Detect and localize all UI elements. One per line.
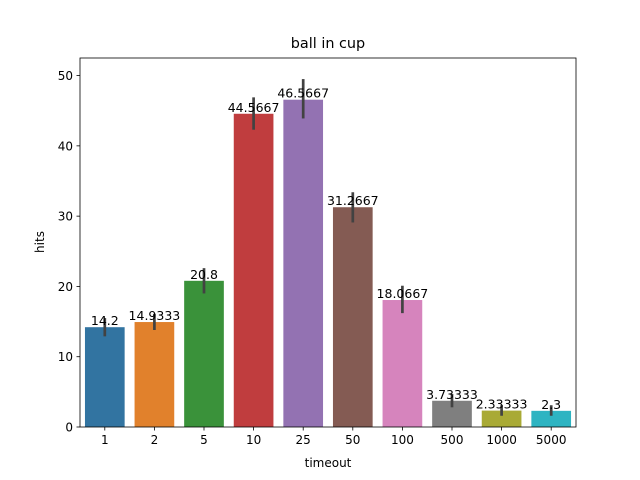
bar-25 xyxy=(283,99,324,427)
bar-1000 xyxy=(481,410,522,427)
y-tick-label-40: 40 xyxy=(58,139,73,153)
x-axis: 1 2 5 10 25 50 100 500 1000 5000 xyxy=(101,427,566,447)
plot-frame xyxy=(79,57,577,428)
data-label-50: 31.2667 xyxy=(327,193,379,208)
y-axis-label: hits xyxy=(33,231,47,253)
data-label-1000: 2.33333 xyxy=(476,397,528,412)
bar-5 xyxy=(184,280,224,427)
data-label-1: 14.2 xyxy=(91,313,119,328)
bars-group xyxy=(84,99,572,427)
bar-1 xyxy=(84,327,125,427)
x-tick-label-1: 1 xyxy=(101,433,109,447)
data-label-100: 18.0667 xyxy=(377,286,429,301)
x-tick-label-100: 100 xyxy=(391,433,414,447)
data-label-5000: 2.3 xyxy=(541,397,561,412)
errorbars-group xyxy=(103,79,553,416)
bar-5000 xyxy=(531,410,572,427)
x-tick-label-5: 5 xyxy=(200,433,208,447)
x-tick-label-25: 25 xyxy=(296,433,311,447)
data-label-25: 46.5667 xyxy=(277,86,329,101)
bar-100 xyxy=(382,300,423,427)
x-tick-label-5000: 5000 xyxy=(536,433,567,447)
x-tick-label-2: 2 xyxy=(151,433,159,447)
y-tick-label-30: 30 xyxy=(58,210,73,224)
bar-50 xyxy=(332,207,373,427)
x-tick-label-1000: 1000 xyxy=(486,433,517,447)
data-label-10: 44.5667 xyxy=(228,100,280,115)
y-tick-label-20: 20 xyxy=(58,280,73,294)
data-label-2: 14.9333 xyxy=(129,308,181,323)
x-axis-label: timeout xyxy=(305,456,352,470)
y-tick-label-0: 0 xyxy=(65,421,73,435)
y-tick-label-10: 10 xyxy=(58,350,73,364)
x-tick-label-500: 500 xyxy=(441,433,464,447)
y-axis: 0 10 20 30 40 50 xyxy=(58,69,80,435)
data-label-5: 20.8 xyxy=(190,267,218,282)
bar-2 xyxy=(134,322,175,427)
chart-title: ball in cup xyxy=(291,36,365,52)
bar-10 xyxy=(233,113,274,427)
data-label-500: 3.73333 xyxy=(426,387,478,402)
y-tick-label-50: 50 xyxy=(58,69,73,83)
x-tick-label-50: 50 xyxy=(345,433,360,447)
x-tick-label-10: 10 xyxy=(246,433,261,447)
